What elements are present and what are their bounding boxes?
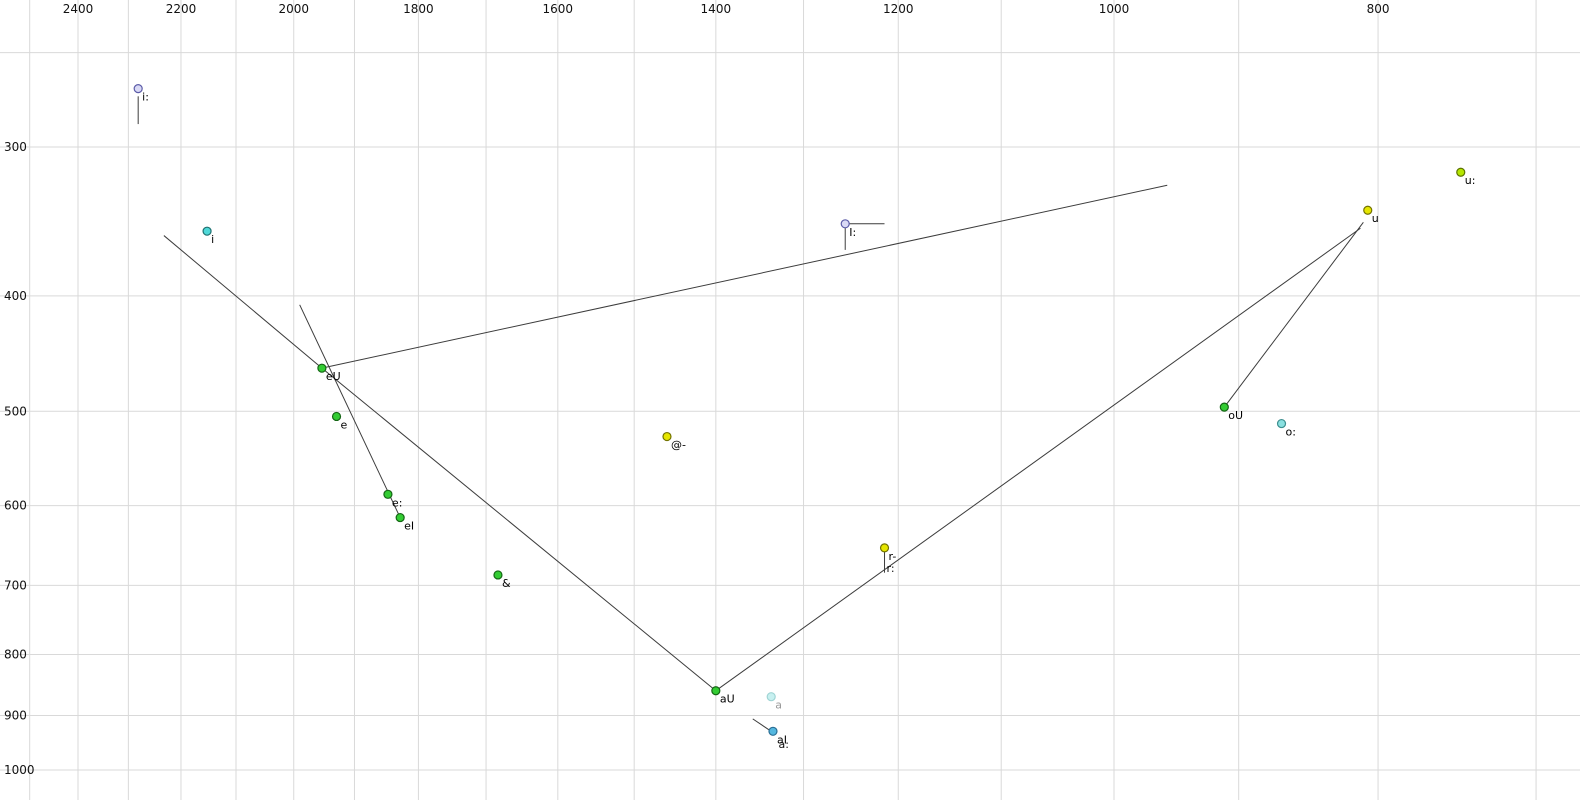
vowel-point[interactable] <box>766 692 776 702</box>
y-axis-tick-label: 700 <box>4 578 27 592</box>
y-axis-tick-label: 800 <box>4 647 27 661</box>
y-axis-tick-label: 1000 <box>4 763 35 777</box>
vowel-point[interactable] <box>202 226 212 236</box>
vowel-points <box>133 84 1466 736</box>
vowel-point-label: eU <box>326 370 341 383</box>
vowel-point-label: u <box>1372 212 1379 225</box>
trajectory-line <box>299 304 401 518</box>
vowel-point[interactable] <box>395 512 405 523</box>
vowel-point-label: I: <box>849 226 856 239</box>
x-axis-tick-label: 1800 <box>403 2 434 16</box>
y-axis-tick-label: 600 <box>4 499 27 513</box>
annotation-label: a: <box>779 738 789 751</box>
x-axis-tick-label: 2200 <box>166 2 197 16</box>
trajectory-line <box>321 367 717 692</box>
vowel-point-label: e: <box>392 496 402 509</box>
vowel-point-label: oU <box>1228 409 1243 422</box>
vowel-point-label: & <box>502 577 511 590</box>
vowel-point-label: aI <box>777 733 787 746</box>
vowel-point[interactable] <box>879 543 890 553</box>
vowel-point[interactable] <box>1363 205 1373 215</box>
vowel-point[interactable] <box>1219 402 1229 412</box>
vowel-point[interactable] <box>840 219 850 229</box>
vowel-point-label: u: <box>1465 174 1476 187</box>
vowel-point-label: r- <box>889 550 897 563</box>
vowel-point[interactable] <box>768 726 778 736</box>
vowel-point-label: i <box>211 233 214 246</box>
vowel-point-label: a <box>775 699 782 712</box>
vowel-point[interactable] <box>317 363 327 373</box>
vowel-point[interactable] <box>1276 418 1287 429</box>
annotation-label: r: <box>887 562 895 575</box>
trajectory-line <box>1223 222 1364 408</box>
vowel-point[interactable] <box>493 570 503 580</box>
vowel-point[interactable] <box>662 431 672 442</box>
trajectory-line <box>715 227 1361 692</box>
vowel-point-labels: i: i u: u I: eU e @- oU o: e:eI r- & aU a aI r: a: <box>142 91 1475 751</box>
x-axis-tick-label: 1200 <box>883 2 914 16</box>
vowel-point-label: @- <box>671 439 686 452</box>
x-axis-tick-label: 2000 <box>278 2 309 16</box>
axis-tick-labels: 2400 2200 2000 1800 1600 1400 1200 1000 800 300 40… <box>4 2 1390 777</box>
trajectory-line <box>321 184 1168 369</box>
trajectory-lines <box>137 96 1364 732</box>
vowel-point-label: eI <box>404 520 414 533</box>
y-axis-tick-label: 300 <box>4 140 27 154</box>
vowel-point-label: aU <box>720 693 735 706</box>
vowel-point[interactable] <box>133 84 143 94</box>
vowel-point[interactable] <box>383 489 393 499</box>
x-axis-tick-label: 1000 <box>1099 2 1130 16</box>
trajectory-line <box>752 718 772 732</box>
vowel-point-label: i: <box>142 91 149 104</box>
x-axis-tick-label: 800 <box>1367 2 1390 16</box>
vowel-point[interactable] <box>331 411 342 422</box>
trajectory-line <box>163 235 323 369</box>
vowel-point-label: o: <box>1286 426 1296 439</box>
y-axis-tick-label: 900 <box>4 708 27 722</box>
x-axis-tick-label: 2400 <box>63 2 94 16</box>
x-axis-tick-label: 1400 <box>701 2 732 16</box>
y-axis-tick-label: 500 <box>4 404 27 418</box>
y-axis-tick-label: 400 <box>4 289 27 303</box>
vowel-point[interactable] <box>711 686 721 696</box>
vowel-point[interactable] <box>1456 167 1466 177</box>
x-axis-tick-label: 1600 <box>543 2 574 16</box>
vowel-point-label: e <box>341 418 348 431</box>
